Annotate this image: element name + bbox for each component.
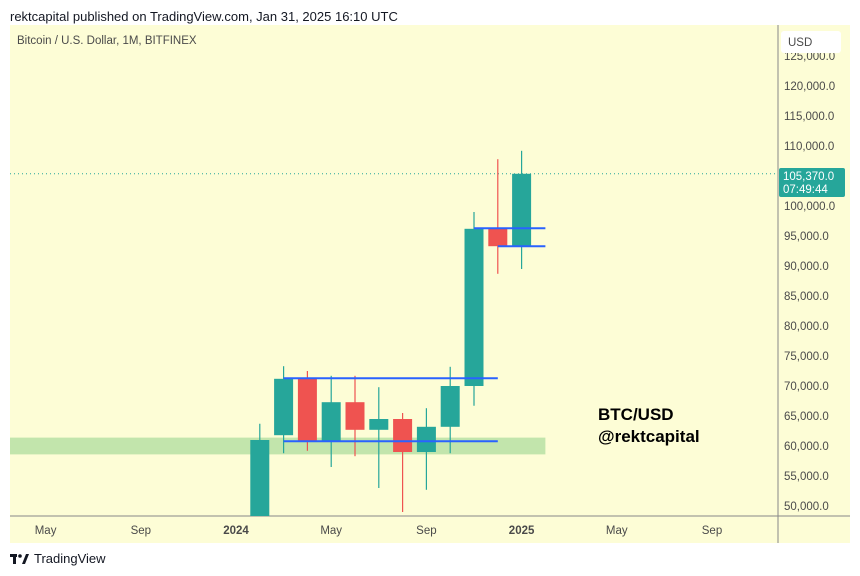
candle-body (250, 440, 270, 516)
price-tick-label: 75,000.0 (784, 351, 829, 363)
time-tick-label: Sep (416, 525, 436, 537)
tradingview-logo-icon (10, 553, 29, 564)
candle-2024-11 (464, 212, 484, 406)
candle-body (321, 402, 341, 442)
price-tick-label: 85,000.0 (784, 291, 829, 303)
candle-2024-12 (488, 159, 508, 274)
price-axis-background (778, 25, 850, 516)
time-tick-label: May (606, 525, 628, 537)
price-tag-bg (779, 168, 845, 197)
candle-body (488, 228, 508, 247)
annotation-author: @rektcapital (598, 427, 700, 446)
price-tick-label: 60,000.0 (784, 441, 829, 453)
candle-2024-09 (416, 408, 436, 490)
time-tick-label: Sep (702, 525, 722, 537)
candle-2024-08 (393, 413, 413, 512)
publish-info: rektcapital published on TradingView.com… (10, 9, 398, 24)
price-tick-label: 95,000.0 (784, 231, 829, 243)
time-tick-label: 2024 (223, 525, 249, 537)
candle-body (369, 419, 389, 430)
candle-body (464, 228, 484, 386)
footer-brand-label: TradingView (34, 551, 106, 566)
candle-body (393, 419, 413, 452)
currency-button[interactable] (781, 31, 841, 53)
price-tick-label: 65,000.0 (784, 411, 829, 423)
candle-2024-03 (274, 366, 294, 454)
time-tick-label: May (35, 525, 57, 537)
last-price-value: 105,370.0 (783, 171, 834, 183)
candle-body (416, 426, 436, 452)
chart-title: Bitcoin / U.S. Dollar, 1M, BITFINEX (17, 35, 197, 47)
candle-body (297, 378, 317, 442)
candle-2024-05 (321, 375, 341, 467)
support-zone (10, 437, 546, 455)
candle-countdown: 07:49:44 (783, 184, 828, 196)
price-tick-label: 110,000.0 (784, 141, 834, 153)
candle-2024-04 (297, 371, 317, 451)
price-tick-label: 50,000.0 (784, 501, 829, 513)
price-tick-label: 100,000.0 (784, 201, 835, 213)
candle-body (512, 173, 532, 247)
footer-brand: TradingView (10, 551, 106, 566)
price-tick-label: 125,000.0 (784, 51, 835, 63)
price-tick-label: 115,000.0 (784, 111, 834, 123)
price-tick-label: 80,000.0 (784, 321, 829, 333)
last-price-tag: 105,370.0 07:49:44 (779, 168, 845, 197)
time-tick-label: 2025 (509, 525, 535, 537)
time-tick-label: Sep (131, 525, 151, 537)
price-tick-label: 90,000.0 (784, 261, 829, 273)
time-tick-label: May (320, 525, 342, 537)
candle-body (440, 386, 460, 427)
candle-2024-06 (345, 375, 365, 457)
candle-2024-07 (369, 387, 389, 488)
time-axis-background (10, 516, 850, 543)
price-tick-label: 55,000.0 (784, 471, 829, 483)
annotation-pair: BTC/USD (598, 405, 674, 424)
price-tick-label: 70,000.0 (784, 381, 829, 393)
candle-2024-02 (250, 423, 270, 516)
price-tick-label: 120,000.0 (784, 81, 835, 93)
candle-body (345, 402, 365, 430)
currency-label: USD (788, 37, 812, 49)
candle-body (274, 378, 294, 436)
candle-2024-10 (440, 366, 460, 454)
